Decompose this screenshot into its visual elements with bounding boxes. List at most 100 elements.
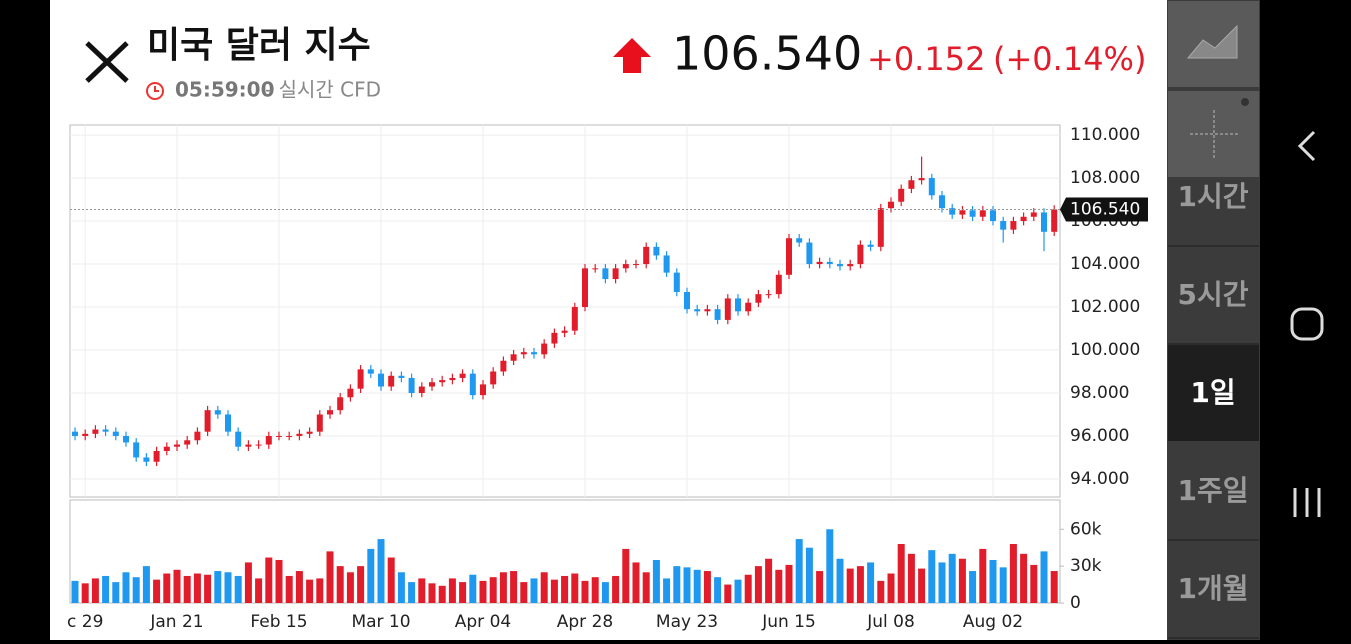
volume-bar (346, 572, 354, 603)
close-button[interactable] (85, 41, 129, 83)
volume-bar (948, 553, 956, 603)
chart-type-button[interactable] (1168, 1, 1259, 87)
volume-bar (71, 580, 79, 603)
y-tick-label: 94.000 (1070, 469, 1129, 489)
candle-body (633, 264, 639, 266)
price: 106.540 (672, 27, 862, 81)
volume-bar (826, 529, 834, 603)
candle-body (480, 384, 486, 396)
y-tick-label: 96.000 (1070, 426, 1129, 446)
volume-bar (530, 578, 538, 603)
crosshair-icon (1190, 110, 1238, 158)
candle-body (602, 268, 609, 280)
candle-body (153, 451, 160, 462)
volume-bar (489, 577, 497, 603)
candle-body (755, 294, 762, 303)
volume-bar (601, 582, 609, 603)
candle-body (704, 309, 711, 312)
candle-body (316, 414, 323, 432)
volume-bar (703, 571, 711, 603)
volume-bar (652, 559, 660, 603)
volume-bar (907, 553, 915, 603)
candle-body (612, 268, 619, 280)
candle-body (653, 246, 660, 256)
candle-body (102, 429, 109, 432)
volume-bar (714, 577, 722, 603)
candle-body (1020, 216, 1027, 222)
time: 05:59:00 (175, 78, 275, 102)
candle-body (520, 352, 527, 355)
y-tick-label: 102.000 (1070, 297, 1140, 317)
volume-bar (897, 544, 905, 603)
volume-bar (265, 557, 273, 603)
volume-bar (499, 572, 507, 603)
volume-bar (306, 579, 314, 603)
candle-body (765, 294, 772, 296)
clock-hand (154, 86, 159, 92)
volume-bar (765, 558, 773, 603)
interval-option[interactable]: 1시간 (1177, 180, 1248, 213)
candle-body (327, 410, 333, 415)
recents-button[interactable] (1293, 488, 1321, 517)
candle-body (500, 360, 507, 372)
source: - 실시간 CFD (265, 78, 381, 102)
selected-interval-bg (1168, 345, 1259, 441)
close-icon[interactable] (85, 41, 129, 83)
back-button[interactable] (1297, 130, 1316, 162)
candle-body (714, 309, 721, 320)
candle-body (82, 433, 89, 436)
price-panel (69, 124, 1061, 498)
volume-bar (938, 562, 946, 603)
volume-bar (295, 571, 303, 603)
candle-body (459, 373, 466, 378)
interval-option[interactable]: 1개월 (1177, 572, 1248, 605)
volume-bar (1050, 571, 1058, 603)
volume-bar (387, 557, 395, 603)
candle-body (775, 274, 782, 295)
volume-bar (91, 578, 99, 603)
interval-list: 1시간 5시간 1일 1주일 1개월 (1168, 180, 1259, 639)
candle-body (123, 435, 129, 443)
candle-body (214, 410, 221, 415)
candle-body (255, 444, 262, 446)
x-tick-label: Mar 10 (351, 612, 410, 632)
candle-body (72, 431, 78, 436)
candle-body (265, 435, 272, 445)
candle-body (510, 354, 517, 361)
volume-tick-label: 0 (1070, 593, 1081, 613)
volume-bar (999, 567, 1007, 603)
volume-bar (581, 580, 589, 603)
interval-option[interactable]: 1주일 (1177, 474, 1248, 507)
volume-bar (326, 551, 334, 603)
home-button[interactable] (1290, 307, 1324, 341)
candle-body (490, 371, 497, 385)
interval-option[interactable]: 5시간 (1177, 278, 1248, 311)
volume-bar (122, 572, 130, 603)
volume-bar (173, 569, 181, 603)
volume-bar (775, 569, 783, 603)
candle-body (276, 435, 282, 437)
volume-bar (102, 575, 110, 603)
candle-body (194, 431, 201, 441)
volume-bar (397, 572, 405, 603)
volume-bar (571, 573, 579, 603)
volume-bar (224, 572, 232, 603)
volume-bar (153, 579, 161, 603)
volume-bar (469, 574, 477, 603)
volume-bar (428, 583, 436, 603)
volume-bar (877, 580, 885, 603)
candle-body (643, 246, 650, 265)
candle-body (928, 178, 935, 196)
volume-bar (561, 575, 569, 603)
y-tick-label: 108.000 (1070, 168, 1140, 188)
volume-bar (754, 566, 762, 603)
y-tick-label: 110.000 (1070, 125, 1140, 145)
candle-body (449, 377, 456, 381)
interval-option[interactable]: 1일 (1190, 376, 1235, 409)
candle-body (684, 291, 690, 310)
x-tick-label: May 23 (656, 612, 718, 632)
volume-bar (550, 579, 558, 603)
candle-body (225, 414, 231, 432)
candle-body (959, 210, 966, 215)
candle-body (388, 375, 395, 387)
